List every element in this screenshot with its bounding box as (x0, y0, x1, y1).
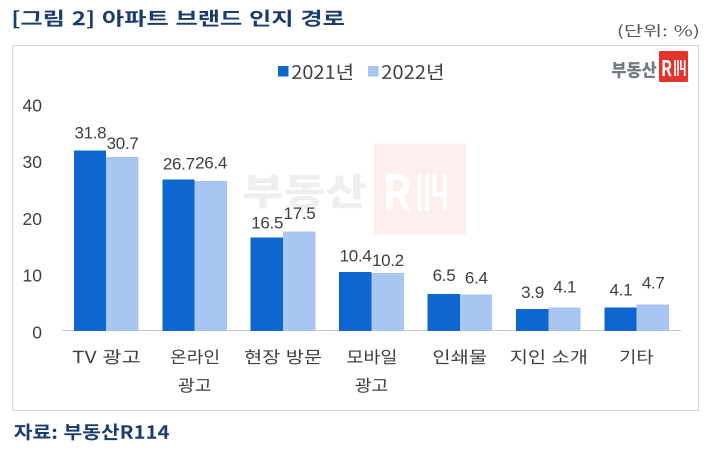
svg-text:26.7: 26.7 (163, 155, 195, 174)
svg-text:4.1: 4.1 (553, 277, 576, 296)
svg-text:20: 20 (23, 209, 43, 229)
svg-text:4.7: 4.7 (642, 274, 665, 293)
svg-text:26.4: 26.4 (195, 154, 227, 173)
svg-text:30: 30 (23, 152, 43, 172)
svg-text:6.5: 6.5 (433, 266, 456, 285)
svg-text:30.7: 30.7 (107, 134, 139, 153)
svg-text:3.9: 3.9 (521, 283, 544, 302)
svg-text:4.1: 4.1 (610, 281, 633, 300)
svg-text:40: 40 (23, 95, 43, 115)
svg-text:31.8: 31.8 (74, 124, 106, 143)
svg-text:6.4: 6.4 (465, 269, 488, 288)
svg-text:10.4: 10.4 (340, 246, 372, 265)
svg-text:0: 0 (32, 322, 42, 342)
svg-text:10.2: 10.2 (372, 251, 404, 270)
svg-text:17.5: 17.5 (284, 204, 316, 223)
svg-text:10: 10 (23, 266, 43, 286)
svg-text:16.5: 16.5 (251, 213, 283, 232)
